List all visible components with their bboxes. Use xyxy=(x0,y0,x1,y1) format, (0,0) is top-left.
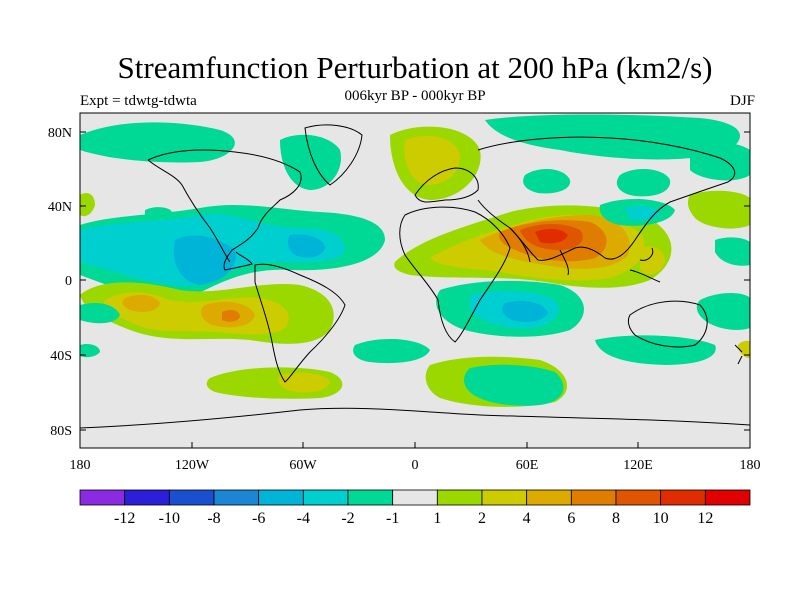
lat-label: 0 xyxy=(65,274,72,289)
colorbar-box xyxy=(392,489,438,506)
colorbar-label: -6 xyxy=(252,510,265,527)
colorbar-labels: -12 -10 -8 -6 -4 -2 -1 1 2 4 6 8 10 12 xyxy=(114,510,713,527)
plot-title: Streamfunction Perturbation at 200 hPa (… xyxy=(117,50,713,85)
lon-label: 0 xyxy=(412,458,419,473)
lat-label: 80N xyxy=(48,126,72,141)
lon-label: 60W xyxy=(289,458,317,473)
colorbar-box xyxy=(258,489,304,506)
colorbar-label: 4 xyxy=(523,510,531,527)
colorbar-box xyxy=(436,489,483,506)
colorbar-label: 10 xyxy=(653,510,669,527)
colorbar-label: -12 xyxy=(114,510,135,527)
contour-fills xyxy=(80,114,750,448)
lon-label: 60E xyxy=(516,458,539,473)
colorbar-box xyxy=(347,489,394,506)
colorbar-box xyxy=(481,489,528,506)
colorbar-label: -4 xyxy=(297,510,310,527)
colorbar-label: 6 xyxy=(567,510,575,527)
lat-label: 80S xyxy=(50,424,72,439)
colorbar-box xyxy=(168,489,215,506)
colorbar-box xyxy=(660,489,706,506)
colorbar xyxy=(79,489,751,506)
colorbar-label: 12 xyxy=(697,510,713,527)
colorbar-box xyxy=(615,489,662,506)
colorbar-box xyxy=(302,489,349,506)
lon-label: 180 xyxy=(70,458,91,473)
lon-label: 120W xyxy=(175,458,210,473)
lat-label: 40N xyxy=(48,200,72,215)
colorbar-box xyxy=(526,489,572,506)
colorbar-label: -2 xyxy=(341,510,354,527)
colorbar-box xyxy=(213,489,260,506)
lon-label: 180 xyxy=(740,458,761,473)
experiment-label: Expt = tdwtg-tdwta xyxy=(80,93,197,109)
colorbar-label: 8 xyxy=(612,510,620,527)
colorbar-label: -10 xyxy=(159,510,180,527)
period-label: 006kyr BP - 000kyr BP xyxy=(344,88,486,104)
colorbar-box xyxy=(124,489,170,506)
lat-ticks xyxy=(80,131,750,431)
colorbar-box xyxy=(570,489,617,506)
colorbar-label: 1 xyxy=(433,510,441,527)
lon-label: 120E xyxy=(623,458,653,473)
lon-ticks xyxy=(191,442,639,448)
season-label: DJF xyxy=(729,93,755,109)
colorbar-label: 2 xyxy=(478,510,486,527)
lat-labels: 80N 40N 0 40S 80S xyxy=(48,126,72,439)
colorbar-label: -1 xyxy=(386,510,399,527)
lat-label: 40S xyxy=(50,349,72,364)
coastlines xyxy=(80,124,750,429)
colorbar-label: -8 xyxy=(207,510,220,527)
colorbar-box xyxy=(704,489,751,506)
colorbar-box xyxy=(79,489,126,506)
lon-labels: 180 120W 60W 0 60E 120E 180 xyxy=(70,458,761,473)
